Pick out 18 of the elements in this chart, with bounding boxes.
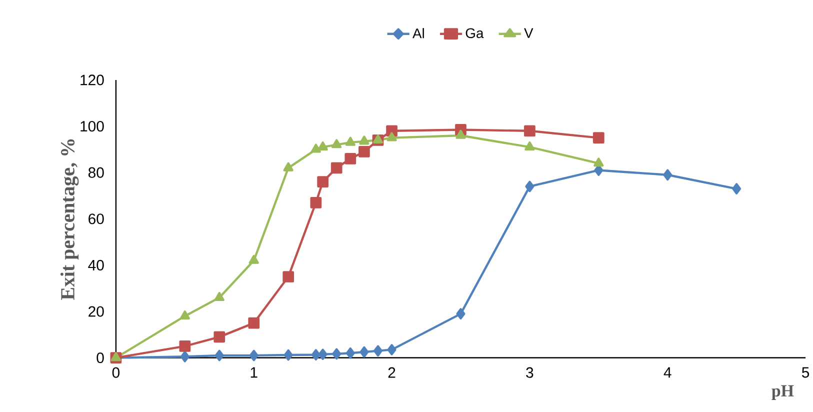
x-tick-label: 0 [112, 367, 120, 378]
x-tick-label: 4 [664, 367, 672, 378]
y-axis-title: Exit percentage, % [60, 139, 79, 300]
y-tick-label: 0 [96, 352, 104, 364]
x-tick-label: 5 [802, 367, 810, 378]
x-tick-label: 3 [526, 367, 534, 378]
x-tick-label: 1 [250, 367, 258, 378]
y-tick-label: 120 [80, 74, 104, 86]
y-tick-label: 100 [80, 121, 104, 132]
legend-label: Ga [466, 28, 484, 38]
legend-label: V [524, 28, 534, 38]
y-tick-label: 60 [88, 214, 104, 224]
y-tick-label: 80 [88, 167, 104, 178]
y-tick-label: 40 [88, 260, 104, 271]
x-axis-title: pH [772, 385, 794, 400]
x-tick-label: 2 [388, 367, 396, 378]
y-tick-label: 20 [88, 306, 104, 317]
legend-label: Al [412, 28, 424, 38]
